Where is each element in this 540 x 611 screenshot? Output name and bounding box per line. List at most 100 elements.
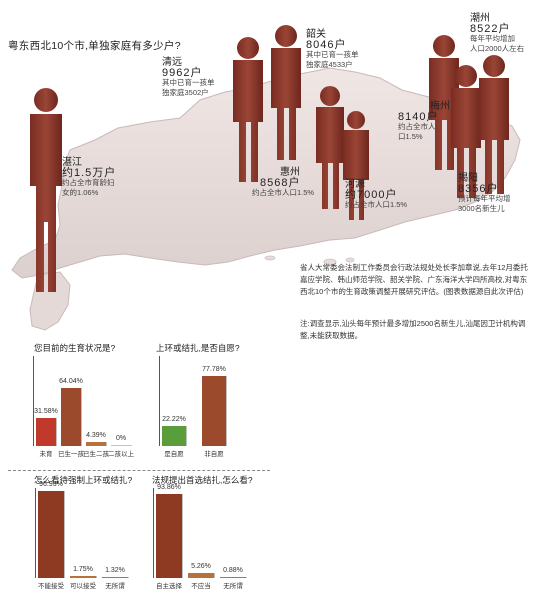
bar-value-label: 0.88% — [223, 567, 243, 574]
person-meizhou-icon — [451, 65, 481, 198]
bar-value-label: 1.75% — [73, 566, 93, 574]
chart-title: 法规提出首选结扎,怎么看? — [152, 475, 253, 485]
bar-value-label: 22.22% — [162, 416, 186, 423]
city-label-huizhou: 惠州 8568户 约占全市人口1.5% — [252, 168, 314, 198]
bar-value-label: 64.04% — [59, 378, 83, 386]
city-desc-line: 约占全市人 — [398, 122, 436, 131]
bar-forced-view-2 — [102, 576, 128, 578]
chart-title: 怎么看待强制上环或结扎? — [34, 475, 133, 485]
bar-category-label: 是自愿 — [164, 451, 184, 458]
chart-axis — [35, 488, 36, 578]
bar-value-label: 31.58% — [34, 407, 58, 415]
note-footnote: 注:调查显示,汕头每年预计最多增加2500名新生儿,汕尾因卫计机构调整,未能获取… — [300, 319, 526, 340]
city-number: 8140户 — [398, 111, 439, 123]
chart-title: 上环或结扎,是否自愿? — [156, 343, 240, 353]
city-desc-line: 独家庭4533户 — [306, 60, 353, 69]
city-number: 约1.5万户 — [62, 167, 117, 179]
bar-ligation-first-1 — [188, 573, 214, 578]
city-desc-line: 预计每年平均增 — [458, 194, 511, 203]
bar-category-label: 已生二孩 — [83, 451, 109, 458]
bar-fertility-status-3 — [111, 445, 131, 446]
city-number: 8568户 — [260, 177, 301, 189]
bar-category-label: 无所谓 — [223, 583, 243, 590]
bar-ring-voluntary-0 — [162, 426, 186, 446]
bar-category-label: 非自愿 — [204, 451, 224, 458]
bar-value-label: 77.78% — [202, 365, 226, 373]
city-name: 湛江 — [62, 157, 82, 168]
city-name: 韶关 — [306, 29, 326, 40]
bar-category-label: 不应当 — [191, 583, 211, 590]
city-number: 8046户 — [306, 39, 347, 51]
bar-category-label: 二孩以上 — [108, 451, 134, 458]
bar-value-label: 4.39% — [86, 432, 106, 440]
bar-category-label: 可以接受 — [70, 583, 96, 590]
city-name: 揭阳 — [458, 173, 478, 184]
city-desc-line: 约占全市育龄妇 — [62, 178, 115, 187]
city-label-heyuan: 河源 约7000户 约占全市人口1.5% — [345, 180, 407, 210]
bar-category-label: 未育 — [39, 451, 53, 458]
chart-axis — [153, 488, 154, 578]
bar-fertility-status-1 — [61, 388, 81, 446]
person-heyuan-icon — [343, 111, 369, 220]
guangdong-map — [11, 25, 521, 331]
separator-line — [8, 470, 270, 471]
city-number: 8356户 — [458, 183, 499, 195]
headline: 粤东西北10个市,单独家庭有多少户? — [8, 40, 181, 52]
city-number: 9962户 — [162, 67, 203, 79]
bar-category-label: 已生一孩 — [58, 451, 84, 458]
city-desc-line: 人口2000人左右 — [470, 44, 525, 53]
chart-title: 您目前的生育状况是? — [34, 343, 116, 353]
chart-fertility-status: 您目前的生育状况是? 31.58% 未育 64.04% 已生一孩 4.39% 已生二孩 0%… — [30, 342, 150, 462]
islands — [264, 255, 355, 266]
city-label-jieyang: 揭阳 8356户 预计每年平均增 3000名新生儿 — [458, 174, 511, 214]
city-desc-line: 独家庭3502户 — [162, 88, 209, 97]
person-qingyuan-icon — [233, 37, 263, 182]
person-jieyang-icon — [479, 55, 509, 194]
city-desc-line: 口1.5% — [398, 132, 423, 141]
city-name: 梅州 — [430, 101, 450, 112]
city-desc-line: 女的1.06% — [62, 188, 99, 197]
city-desc-line: 每年平均增加 — [470, 34, 515, 43]
city-desc-line: 约占全市人口1.5% — [252, 188, 315, 197]
bar-value-label: 5.26% — [191, 563, 211, 571]
bar-value-label: 1.32% — [105, 566, 125, 574]
bar-value-label: 0% — [115, 435, 127, 442]
chart-forced-view: 怎么看待强制上环或结扎? 96.93% 不能接受 1.75% 可以接受 1.32% 无所谓 — [30, 474, 150, 594]
city-desc-line: 约占全市人口1.5% — [345, 200, 408, 209]
bar-value-label: 96.93% — [39, 480, 63, 488]
city-label-chaozhou: 潮州 8522户 每年平均增加 人口2000人左右 — [470, 14, 524, 54]
bar-ligation-first-2 — [220, 577, 246, 578]
bar-value-label: 93.86% — [157, 483, 181, 491]
city-desc-line: 其中已育一孩单 — [162, 78, 215, 87]
city-label-zhanjiang: 湛江 约1.5万户 约占全市育龄妇 女的1.06% — [62, 158, 116, 198]
city-number: 8522户 — [470, 23, 511, 35]
bar-fertility-status-0 — [36, 417, 56, 446]
city-name: 惠州 — [280, 167, 300, 178]
chart-axis — [33, 356, 34, 446]
city-desc-line: 其中已育一孩单 — [306, 50, 359, 59]
person-zhanjiang-icon — [30, 88, 62, 292]
city-desc-line: 3000名新生儿 — [458, 204, 505, 213]
bar-forced-view-0 — [38, 490, 64, 578]
bar-fertility-status-2 — [86, 442, 106, 446]
bar-category-label: 自主选择 — [156, 583, 182, 590]
bar-ring-voluntary-1 — [202, 375, 226, 446]
chart-axis — [159, 356, 160, 446]
city-label-qingyuan: 清远 9962户 其中已育一孩单 独家庭3502户 — [162, 58, 215, 98]
city-label-meizhou: 梅州 8140户 约占全市人 口1.5% — [398, 102, 450, 142]
chart-ring-voluntary: 上环或结扎,是否自愿? 22.22% 是自愿 77.78% 非自愿 — [152, 342, 272, 462]
city-number: 约7000户 — [345, 189, 398, 201]
bar-category-label: 不能接受 — [38, 583, 64, 590]
city-label-shaoguan: 韶关 8046户 其中已育一孩单 独家庭4533户 — [306, 30, 359, 70]
person-shaoguan-icon — [271, 25, 301, 160]
bar-category-label: 无所谓 — [105, 583, 125, 590]
bar-ligation-first-0 — [156, 493, 182, 578]
person-huizhou-icon — [316, 86, 344, 209]
people-silhouettes — [30, 25, 509, 292]
chart-ligation-first: 法规提出首选结扎,怎么看? 93.86% 自主选择 5.26% 不应当 0.88% 无所谓 — [148, 474, 270, 594]
city-name: 潮州 — [470, 13, 490, 24]
city-name: 河源 — [345, 179, 365, 190]
note-paragraph: 省人大常委会法制工作委员会行政法规处处长李加章说,去年12月委托嘉应学院、韩山师… — [300, 263, 528, 296]
bar-forced-view-1 — [70, 576, 96, 578]
city-name: 清远 — [162, 57, 182, 68]
